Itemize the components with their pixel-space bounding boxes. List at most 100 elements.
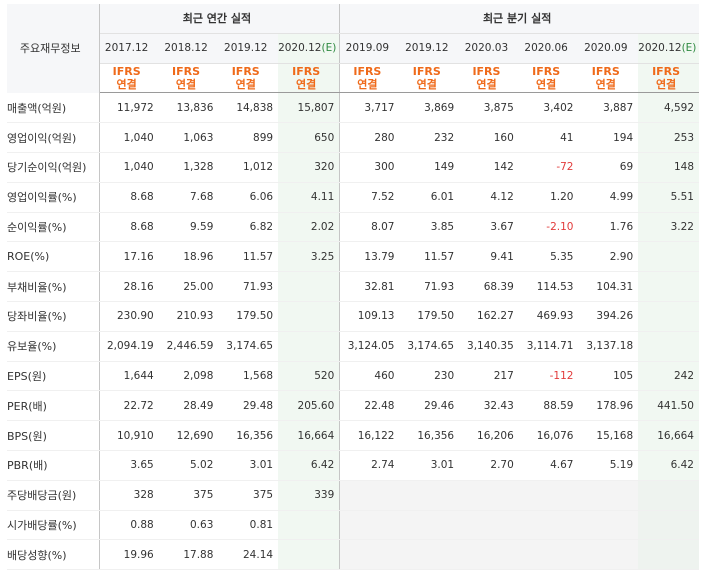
value-cell: 3.65 [99, 450, 159, 481]
value-cell: 3.01 [218, 450, 279, 481]
row-label: 부채비율(%) [7, 271, 100, 302]
row-label: 영업이익률(%) [7, 181, 100, 213]
period-label: 2019.12 [405, 42, 449, 55]
ifrs-label: IFRS [532, 64, 561, 78]
value-cell: 16,122 [339, 420, 400, 451]
value-cell [578, 479, 639, 511]
value-cell [638, 241, 699, 273]
value-cell [339, 510, 400, 541]
value-cell: 3.25 [278, 241, 340, 273]
value-cell: 3,717 [339, 92, 400, 124]
value-cell: 16,076 [518, 420, 579, 451]
value-cell: 242 [638, 360, 699, 392]
value-cell: 68.39 [459, 271, 519, 302]
value-cell: 9.59 [158, 212, 219, 243]
table-row: 배당성향(%) 19.96 17.88 24.14 [7, 539, 699, 571]
value-cell: 28.16 [99, 271, 159, 302]
value-cell: 2.70 [459, 450, 519, 481]
value-cell: 1,568 [218, 360, 279, 392]
value-cell: 17.88 [158, 539, 219, 571]
period-header: 2020.06 [518, 33, 579, 64]
financial-summary-table: 주요재무정보 최근 연간 실적 최근 분기 실적 2017.12 2018.12 2… [7, 4, 699, 571]
value-cell: 71.93 [399, 271, 460, 302]
value-cell: 3,124.05 [339, 331, 400, 362]
value-cell: 469.93 [518, 301, 579, 332]
value-cell: 16,664 [278, 420, 340, 451]
value-cell: 15,807 [278, 92, 340, 124]
value-cell: 3,402 [518, 92, 579, 124]
value-cell: 11,972 [99, 92, 159, 124]
row-label: 매출액(억원) [7, 92, 100, 124]
value-cell: 280 [339, 122, 400, 153]
value-cell: 28.49 [158, 390, 219, 422]
period-header: 2020.03 [459, 33, 519, 64]
value-cell: 3.01 [399, 450, 460, 481]
ifrs-label: IFRS [353, 64, 382, 78]
value-cell: 210.93 [158, 301, 219, 332]
value-cell: 149 [399, 152, 460, 183]
value-cell: 899 [218, 122, 279, 153]
ifrs-badge: IFRS 연결 [278, 63, 340, 94]
value-cell: 6.42 [638, 450, 699, 481]
row-label: PER(배) [7, 390, 100, 422]
value-cell [578, 539, 639, 571]
value-cell [518, 510, 579, 541]
value-cell: 13.79 [339, 241, 400, 273]
table-row: 시가배당률(%) 0.88 0.63 0.81 [7, 510, 699, 541]
period-header: 2020.09 [578, 33, 639, 64]
row-label: 당좌비율(%) [7, 301, 100, 332]
row-header-label: 주요재무정보 [7, 4, 100, 93]
value-cell: 18.96 [158, 241, 219, 273]
value-cell [638, 539, 699, 571]
table-row: 유보율(%) 2,094.19 2,446.59 3,174.65 3,124.05 3,… [7, 331, 699, 362]
estimate-marker: (E) [321, 42, 337, 55]
value-cell: 5.35 [518, 241, 579, 273]
value-cell: -72 [518, 152, 579, 183]
period-header: 2019.12 [399, 33, 460, 64]
value-cell: 160 [459, 122, 519, 153]
ifrs-label: IFRS [472, 64, 501, 78]
period-header: 2020.12(E) [278, 33, 340, 64]
period-header: 2017.12 [99, 33, 159, 64]
value-cell [518, 479, 579, 511]
value-cell: 2.74 [339, 450, 400, 481]
ifrs-badge: IFRS 연결 [459, 63, 519, 94]
value-cell: 88.59 [518, 390, 579, 422]
table-row: 주당배당금(원) 328 375 375 339 [7, 479, 699, 511]
ifrs-badge: IFRS 연결 [399, 63, 460, 94]
value-cell: 1.20 [518, 181, 579, 213]
value-cell [638, 510, 699, 541]
value-cell: 460 [339, 360, 400, 392]
value-cell: 109.13 [339, 301, 400, 332]
period-label: 2020.06 [524, 42, 568, 55]
value-cell [278, 539, 340, 571]
value-cell: 162.27 [459, 301, 519, 332]
value-cell: 375 [158, 479, 219, 511]
value-cell [459, 479, 519, 511]
table-row: 당좌비율(%) 230.90 210.93 179.50 109.13 179.50 162… [7, 301, 699, 332]
period-label: 2020.12 [278, 42, 322, 55]
value-cell [638, 271, 699, 302]
value-cell: 300 [339, 152, 400, 183]
value-cell [518, 539, 579, 571]
ifrs-badge: IFRS 연결 [638, 63, 699, 94]
consolidated-label: 연결 [175, 77, 197, 91]
ifrs-badge: IFRS 연결 [339, 63, 400, 94]
value-cell [399, 479, 460, 511]
value-cell: 13,836 [158, 92, 219, 124]
ifrs-badge: IFRS 연결 [99, 63, 159, 94]
table-row: BPS(원) 10,910 12,690 16,356 16,664 16,122 16,3… [7, 420, 699, 451]
row-label: BPS(원) [7, 420, 100, 451]
value-cell: 69 [578, 152, 639, 183]
period-header: 2018.12 [158, 33, 219, 64]
value-cell: 32.43 [459, 390, 519, 422]
value-cell: 2,098 [158, 360, 219, 392]
value-cell: 105 [578, 360, 639, 392]
consolidated-label: 연결 [655, 77, 677, 91]
consolidated-label: 연결 [595, 77, 616, 91]
value-cell [278, 271, 340, 302]
value-cell: 7.52 [339, 181, 400, 213]
value-cell: 14,838 [218, 92, 279, 124]
value-cell: 17.16 [99, 241, 159, 273]
ifrs-label: IFRS [591, 64, 620, 78]
